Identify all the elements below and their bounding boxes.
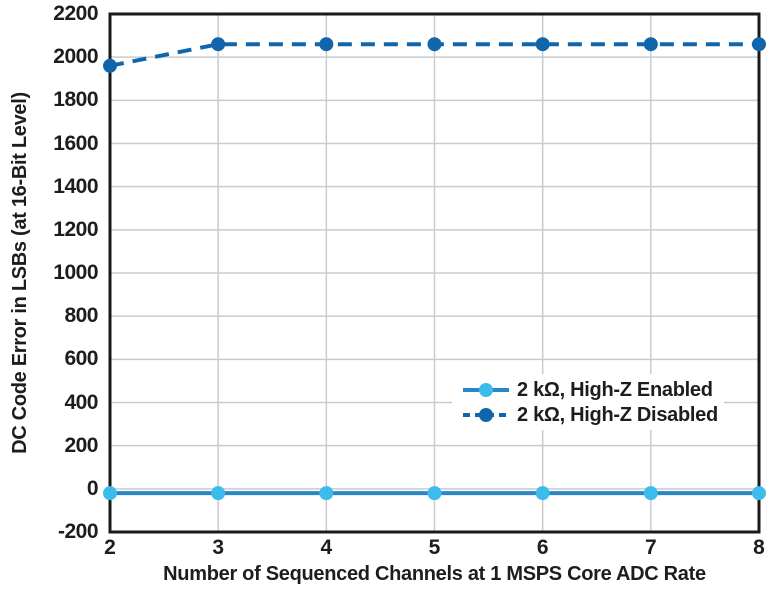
data-point-marker <box>427 486 442 501</box>
legend-marker <box>479 407 493 422</box>
data-point-marker <box>535 486 550 501</box>
y-tick-label: -200 <box>57 520 99 543</box>
y-tick-label: 0 <box>86 476 99 500</box>
legend: 2 kΩ, High-Z Enabled 2 kΩ, High-Z Disable… <box>452 374 724 430</box>
data-point-marker <box>319 37 334 52</box>
legend-label: 2 kΩ, High-Z Disabled <box>517 403 718 426</box>
legend-item-highz-enabled: 2 kΩ, High-Z Enabled <box>462 377 718 402</box>
x-tick-label: 4 <box>320 536 333 559</box>
x-tick-label: 3 <box>212 536 224 559</box>
gridlines <box>110 14 759 532</box>
plot-frame <box>108 12 761 534</box>
y-tick-label: 800 <box>64 304 98 328</box>
x-tick-label: 6 <box>536 536 549 559</box>
x-tick-label: 7 <box>644 536 657 559</box>
data-point-marker <box>643 486 658 501</box>
plot-canvas <box>103 12 766 534</box>
y-tick-label: 200 <box>64 433 98 457</box>
y-tick-label: 400 <box>64 390 98 414</box>
data-point-marker <box>752 37 766 52</box>
y-tick-label: 1200 <box>53 217 98 241</box>
series-highz-disabled <box>103 37 766 73</box>
y-tick-label: 1600 <box>53 131 98 155</box>
x-tick-label: 8 <box>753 536 765 559</box>
legend-item-highz-disabled: 2 kΩ, High-Z Disabled <box>462 402 718 427</box>
data-point-marker <box>103 58 117 73</box>
data-point-marker <box>211 37 226 52</box>
data-point-marker <box>427 37 442 52</box>
legend-label: 2 kΩ, High-Z Enabled <box>517 378 713 401</box>
y-tick-label: 600 <box>64 347 98 371</box>
legend-line-sample <box>463 382 509 397</box>
data-point-marker <box>643 37 658 52</box>
legend-marker <box>479 382 493 397</box>
data-point-marker <box>103 486 117 501</box>
data-point-marker <box>319 486 334 501</box>
y-tick-label: 1400 <box>53 174 98 198</box>
series-highz-enabled <box>103 486 766 501</box>
x-tick-label: 2 <box>104 536 116 559</box>
y-tick-label: 2200 <box>53 2 98 25</box>
y-tick-label: 1800 <box>53 88 98 112</box>
x-tick-label: 5 <box>428 536 441 559</box>
data-point-marker <box>752 486 766 501</box>
y-tick-label: 1000 <box>53 261 98 284</box>
y-tick-label: 2000 <box>53 45 98 69</box>
legend-line-sample <box>463 407 509 422</box>
data-point-marker <box>535 37 550 52</box>
data-point-marker <box>211 486 226 501</box>
x-axis-title: Number of Sequenced Channels at 1 MSPS C… <box>163 563 706 585</box>
plot-area <box>103 12 766 534</box>
